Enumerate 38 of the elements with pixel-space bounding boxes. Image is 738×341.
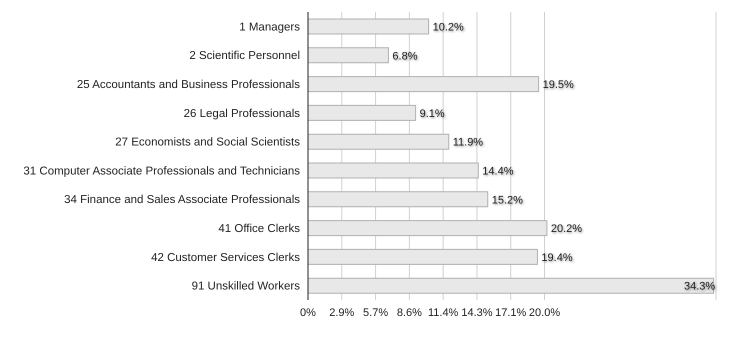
- x-tick-label: 8.6%: [396, 306, 422, 319]
- bar: [308, 18, 430, 34]
- data-label: 14.4%: [482, 166, 514, 178]
- y-tick-label: 91 Unskilled Workers: [192, 280, 300, 293]
- y-tick-label: 42 Customer Services Clerks: [151, 252, 300, 264]
- y-tick-label: 41 Office Clerks: [218, 223, 300, 235]
- bar: [308, 278, 714, 294]
- data-label: 9.1%: [420, 108, 445, 120]
- bar: [308, 191, 488, 208]
- bar: [308, 248, 538, 265]
- bar: [308, 47, 389, 64]
- x-tick-label: 17.1%: [495, 306, 527, 319]
- y-tick-label: 2 Scientific Personnel: [189, 50, 300, 62]
- bar: [308, 162, 479, 178]
- y-tick-label: 34 Finance and Sales Associate Professionals: [64, 194, 300, 206]
- x-tick-label: 20.0%: [528, 306, 560, 319]
- data-label: 34.3%: [684, 280, 716, 293]
- data-label: 15.2%: [492, 194, 524, 206]
- x-tick-label: 0%: [300, 306, 316, 319]
- bar: [308, 104, 416, 121]
- bar: [308, 134, 450, 150]
- x-tick-label: 5.7%: [363, 306, 388, 319]
- y-tick-label: 25 Accountants and Business Professionals: [76, 79, 300, 91]
- bar: [308, 76, 540, 92]
- data-label: 6.8%: [392, 50, 418, 62]
- data-label: 10.2%: [432, 22, 464, 34]
- y-tick-label: 26 Legal Professionals: [184, 108, 300, 120]
- x-tick-label: 11.4%: [428, 306, 459, 319]
- y-tick-label: 1 Managers: [239, 21, 300, 34]
- data-label: 20.2%: [550, 223, 582, 236]
- data-label: 19.5%: [542, 79, 574, 92]
- x-tick-label: 14.3%: [461, 306, 493, 319]
- x-tick-label: 2.9%: [329, 306, 355, 319]
- bar: [308, 220, 548, 236]
- data-label: 11.9%: [452, 136, 484, 149]
- data-label: 19.4%: [541, 252, 573, 264]
- y-tick-label: 31 Computer Associate Professionals and Technicians: [23, 165, 300, 178]
- y-tick-label: 27 Economists and Social Scientists: [115, 136, 300, 149]
